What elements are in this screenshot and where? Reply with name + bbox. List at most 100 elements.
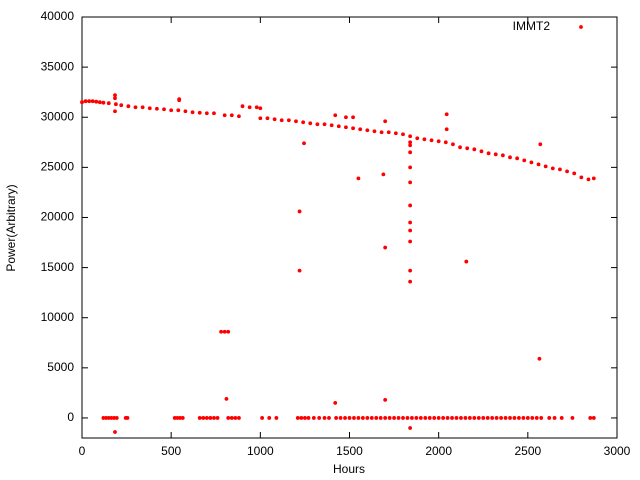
point	[190, 110, 195, 115]
point	[458, 145, 462, 150]
point	[464, 259, 469, 264]
point	[97, 100, 102, 105]
point	[408, 203, 413, 208]
point	[247, 105, 252, 110]
x-tick-label: 500	[161, 444, 181, 458]
point	[356, 416, 361, 420]
point	[208, 416, 213, 420]
point	[80, 100, 84, 105]
y-tick-label: 0	[67, 410, 74, 424]
point	[559, 416, 564, 420]
point	[147, 106, 152, 111]
point	[212, 111, 216, 116]
point	[521, 416, 526, 420]
point	[565, 169, 569, 174]
point	[422, 137, 427, 142]
point	[369, 416, 374, 420]
point	[415, 136, 420, 141]
point	[322, 416, 327, 420]
point	[333, 401, 338, 405]
point	[104, 416, 108, 420]
point	[365, 128, 370, 133]
point	[539, 416, 544, 420]
y-tick-label: 20000	[41, 210, 75, 224]
point	[303, 416, 307, 420]
point	[219, 329, 224, 334]
point	[352, 416, 356, 420]
point	[201, 416, 206, 420]
point	[260, 416, 265, 420]
point	[215, 416, 220, 420]
point	[493, 152, 498, 157]
point	[522, 158, 527, 163]
point	[572, 171, 577, 176]
point	[408, 239, 413, 244]
point	[383, 119, 388, 124]
point	[169, 108, 174, 113]
point	[162, 107, 166, 112]
point	[494, 416, 499, 420]
y-axis-label: Power(Arbitrary)	[4, 184, 18, 271]
point	[586, 177, 591, 182]
point	[408, 180, 413, 185]
point	[317, 416, 322, 420]
point	[140, 105, 145, 110]
point	[515, 156, 520, 161]
point	[233, 416, 238, 420]
point	[365, 416, 370, 420]
point	[109, 416, 114, 420]
point	[295, 416, 300, 420]
point	[392, 416, 396, 420]
point	[175, 416, 180, 420]
point	[536, 162, 541, 167]
point	[351, 115, 355, 120]
point	[443, 140, 448, 145]
point	[356, 176, 361, 181]
x-tick-label: 0	[79, 444, 86, 458]
point	[101, 416, 106, 420]
point	[427, 416, 432, 420]
point	[212, 416, 216, 420]
point	[267, 416, 272, 420]
point	[525, 416, 530, 420]
point	[432, 416, 437, 420]
point	[172, 416, 177, 420]
y-tick-label: 40000	[41, 9, 75, 23]
point	[90, 99, 95, 104]
point	[272, 117, 277, 122]
point	[126, 104, 131, 109]
point	[125, 416, 130, 420]
legend-marker	[579, 25, 583, 29]
point	[486, 151, 491, 156]
point	[444, 127, 449, 132]
point	[222, 113, 227, 118]
point	[274, 416, 279, 420]
point	[302, 141, 306, 146]
x-tick-label: 3000	[604, 444, 631, 458]
point	[322, 122, 327, 127]
point	[408, 150, 413, 155]
point	[224, 397, 229, 401]
point	[465, 146, 470, 151]
point	[408, 279, 413, 284]
point	[333, 113, 338, 118]
point	[94, 99, 99, 104]
point	[155, 106, 159, 111]
point	[265, 116, 270, 121]
point	[383, 398, 388, 402]
point	[450, 416, 454, 420]
point	[329, 123, 334, 128]
point	[237, 114, 241, 119]
point	[297, 209, 302, 214]
point	[408, 165, 413, 170]
point	[503, 416, 508, 420]
point	[374, 416, 379, 420]
point	[444, 112, 449, 117]
point	[204, 111, 209, 116]
point	[467, 416, 472, 420]
point	[408, 228, 413, 233]
point	[550, 166, 555, 171]
point	[279, 118, 284, 123]
point	[472, 147, 477, 152]
